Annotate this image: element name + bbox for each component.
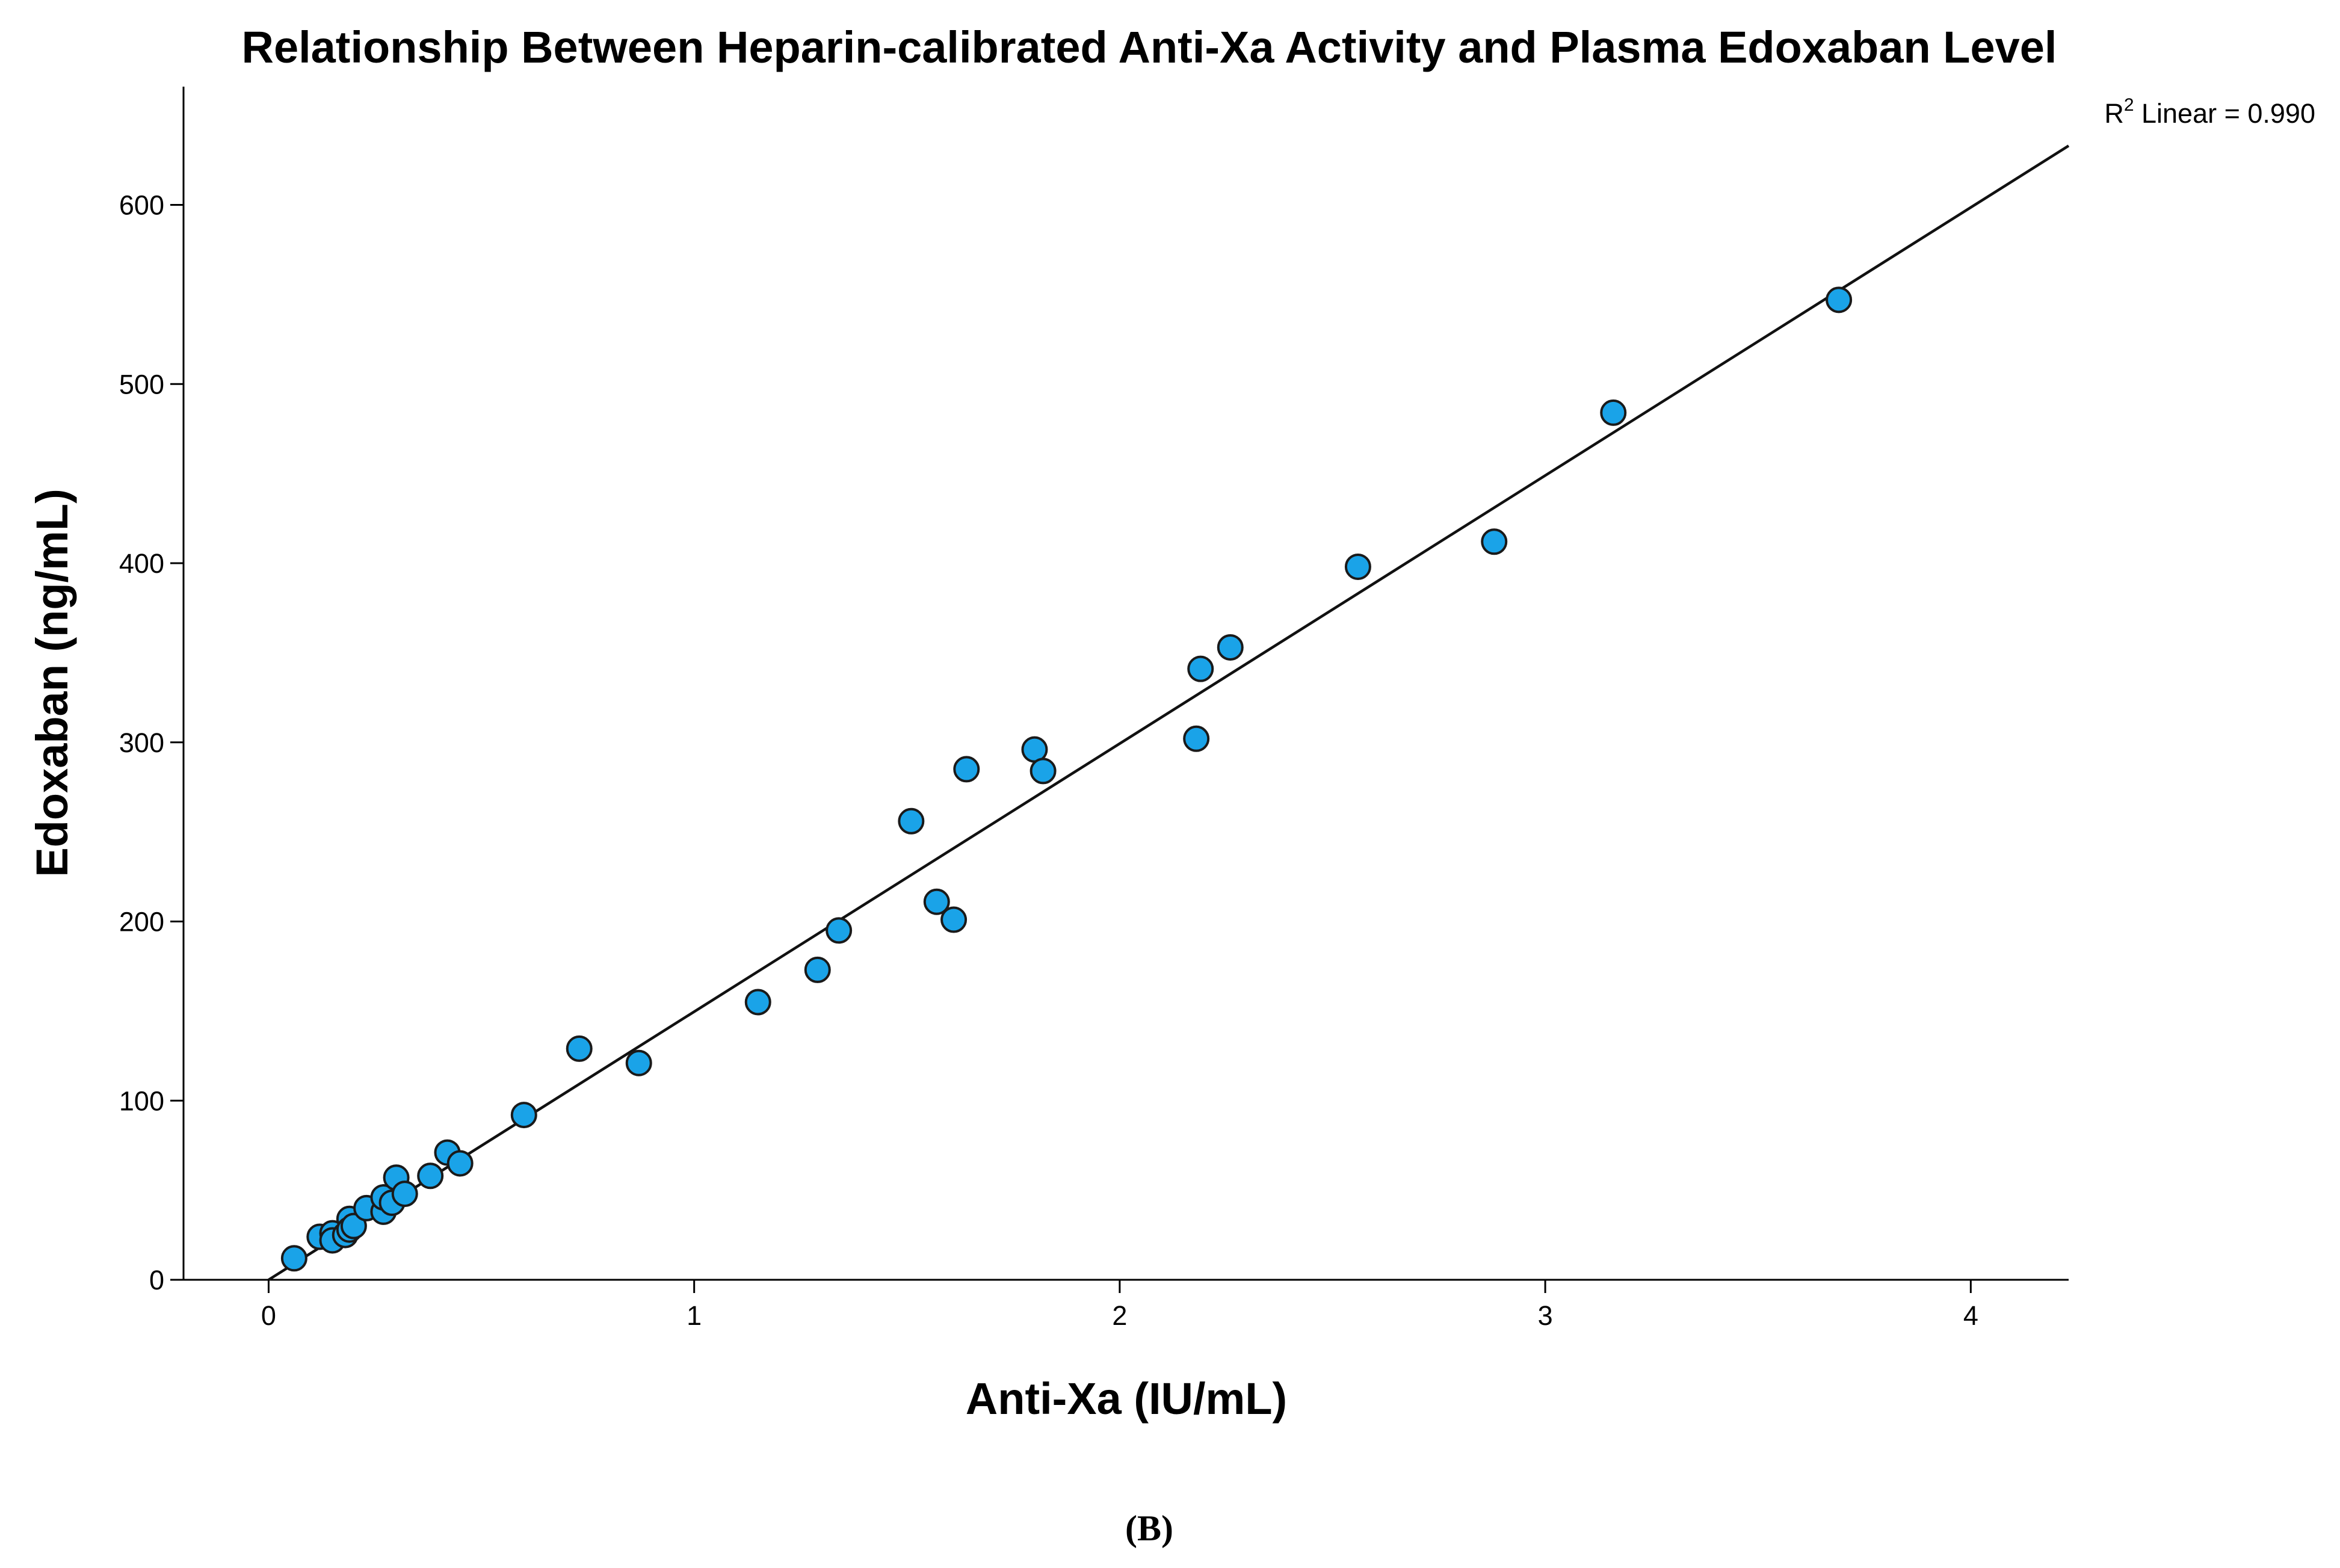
data-point — [804, 956, 831, 983]
x-tick-label: 2 — [1112, 1300, 1127, 1331]
data-point — [1600, 399, 1627, 426]
data-point — [1344, 553, 1371, 580]
data-point — [566, 1035, 593, 1062]
y-axis-ticks: 0 100 200 300 400 500 600 — [119, 190, 184, 1295]
data-point — [1826, 286, 1853, 313]
data-point — [940, 906, 968, 933]
x-tick-label: 4 — [1963, 1300, 1978, 1331]
data-point — [1217, 634, 1244, 661]
y-tick-label: 0 — [149, 1265, 164, 1295]
data-point — [923, 888, 950, 915]
data-point — [898, 807, 925, 835]
data-point — [446, 1150, 474, 1177]
chart-title: Relationship Between Heparin-calibrated … — [242, 22, 2057, 72]
data-point — [744, 989, 771, 1016]
data-point — [953, 756, 980, 783]
y-axis-label: Edoxaban (ng/mL) — [27, 489, 77, 877]
data-point — [1187, 655, 1214, 682]
data-point — [510, 1102, 537, 1129]
y-tick-label: 200 — [119, 907, 164, 937]
y-tick-label: 300 — [119, 727, 164, 758]
data-point — [1183, 725, 1210, 752]
data-point — [625, 1049, 652, 1076]
y-tick-label: 400 — [119, 548, 164, 579]
fit-label-rest: Linear = 0.990 — [2134, 98, 2316, 129]
x-tick-label: 3 — [1538, 1300, 1553, 1331]
x-tick-label: 1 — [687, 1300, 702, 1331]
x-axis-label: Anti-Xa (IU/mL) — [966, 1374, 1287, 1424]
fit-line — [268, 144, 2070, 1281]
y-tick-label: 100 — [119, 1085, 164, 1116]
fit-label-superscript: 2 — [2124, 95, 2134, 115]
data-point — [1030, 758, 1057, 785]
x-axis-ticks: 0 1 2 3 4 — [261, 1280, 1978, 1331]
fit-label-prefix: R — [2104, 98, 2124, 129]
y-tick-label: 600 — [119, 190, 164, 221]
y-tick-label: 500 — [119, 369, 164, 400]
data-point — [826, 917, 853, 944]
data-point — [340, 1212, 367, 1239]
x-tick-label: 0 — [261, 1300, 276, 1331]
data-points — [280, 286, 1853, 1272]
data-point — [417, 1162, 444, 1190]
data-point — [1481, 528, 1508, 555]
data-point — [391, 1181, 418, 1208]
fit-line-label: R2 Linear = 0.990 — [2104, 95, 2315, 129]
figure-caption: (B) — [1125, 1508, 1173, 1548]
data-point — [280, 1245, 307, 1272]
